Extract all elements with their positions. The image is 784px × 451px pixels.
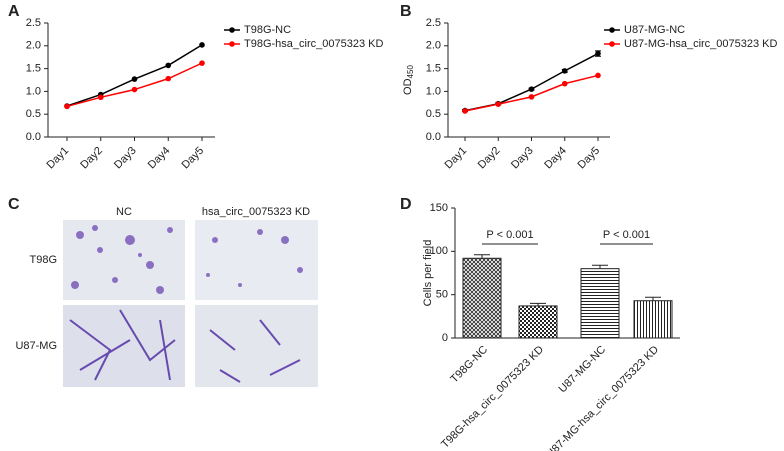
x-tick-label: Day1 <box>443 145 470 172</box>
y-tick-label: 1.5 <box>26 63 41 75</box>
annotation: P < 0.001 <box>486 229 533 241</box>
legend-marker <box>229 27 235 33</box>
x-tick-label: U87-MG-hsa_circ_0075323 KD <box>544 344 661 451</box>
point <box>131 76 138 82</box>
point <box>561 80 568 87</box>
point <box>199 60 205 66</box>
bar <box>518 305 558 339</box>
y-axis-label: OD450 <box>402 65 415 95</box>
y-tick-label: 0.5 <box>426 108 441 120</box>
series-line <box>464 74 599 112</box>
x-tick-label: Day5 <box>180 145 207 172</box>
y-tick-label: 0 <box>442 332 448 344</box>
y-tick-label: 1.0 <box>426 85 441 97</box>
x-tick-label: Day2 <box>78 145 105 172</box>
y-tick-label: 2.0 <box>426 40 441 52</box>
legend-label: U87-MG-hsa_circ_0075323 KD <box>624 38 778 50</box>
y-tick-label: 1.5 <box>426 63 441 75</box>
y-axis-label: Cells per field <box>422 240 434 307</box>
point <box>528 86 535 92</box>
x-tick-label: Day4 <box>542 145 569 172</box>
y-label-sub: 450 <box>406 65 415 79</box>
y-tick-label: 1.0 <box>26 85 41 97</box>
y-tick-label: 0.0 <box>426 131 441 143</box>
error-bar <box>474 254 490 259</box>
point <box>131 86 138 93</box>
y-tick-label: 50 <box>436 289 448 301</box>
point <box>165 62 172 69</box>
point <box>528 94 535 100</box>
y-tick-label: 150 <box>430 202 448 214</box>
panel-letter: B <box>400 3 412 20</box>
annotation: P < 0.001 <box>603 229 650 241</box>
image <box>195 220 318 300</box>
bar <box>633 300 673 339</box>
y-tick-label: 2.0 <box>26 40 41 52</box>
point <box>495 101 502 107</box>
panel-letter: C <box>8 196 20 213</box>
x-tick-label: Day2 <box>476 145 503 172</box>
error-bar <box>592 264 608 269</box>
panel-letter: D <box>400 196 412 213</box>
legend-label: T98G-hsa_circ_0075323 KD <box>244 38 383 50</box>
series-line <box>464 52 599 112</box>
panel-letter: A <box>8 3 20 20</box>
y-tick-label: 100 <box>430 245 448 257</box>
x-tick-label: U87-MG-NC <box>556 344 608 396</box>
y-label-main: OD <box>402 78 414 95</box>
y-tick-label: 0.5 <box>26 108 41 120</box>
point <box>595 50 601 57</box>
point <box>64 103 70 110</box>
bar <box>462 257 502 339</box>
column-label: hsa_circ_0075323 KD <box>202 206 310 218</box>
x-tick-label: Day1 <box>45 145 72 172</box>
legend-marker <box>229 41 235 47</box>
x-tick-label: Day3 <box>509 145 536 172</box>
micrographs <box>63 220 318 387</box>
y-tick-label: 0.0 <box>26 131 41 143</box>
point <box>97 94 104 101</box>
error-bar <box>645 296 661 301</box>
point <box>165 75 172 82</box>
series-line <box>66 62 203 108</box>
row-label: U87-MG <box>15 340 57 352</box>
x-tick-label: T98G-NC <box>448 344 490 386</box>
x-tick-label: Day4 <box>146 145 173 172</box>
y-tick-label: 2.5 <box>26 17 41 29</box>
legend-label: T98G-NC <box>244 24 291 36</box>
x-tick-label: Day5 <box>576 145 603 172</box>
bar <box>580 268 620 339</box>
legend-marker <box>609 27 615 33</box>
image <box>195 305 318 387</box>
point <box>199 42 205 48</box>
point <box>595 72 601 79</box>
x-tick-label: T98G-hsa_circ_0075323 KD <box>439 344 546 451</box>
legend-marker <box>609 41 615 47</box>
legend-label: U87-MG-NC <box>624 24 685 36</box>
series-line <box>66 44 203 107</box>
y-tick-label: 2.5 <box>426 17 441 29</box>
point <box>561 68 568 74</box>
row-label: T98G <box>29 254 57 266</box>
x-tick-label: Day3 <box>112 145 139 172</box>
column-label: NC <box>116 206 132 218</box>
point <box>462 108 468 114</box>
